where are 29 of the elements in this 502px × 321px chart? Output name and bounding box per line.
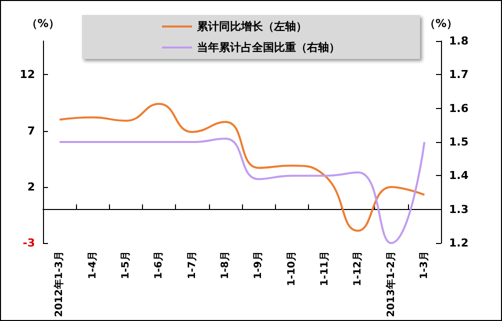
y2-tick-label: 1.6 xyxy=(449,102,469,115)
x-tick-label: 1-12月 xyxy=(352,251,364,286)
x-tick-label: 1-11月 xyxy=(319,251,330,286)
y2-tick-label: 1.5 xyxy=(449,136,468,149)
y-tick-label: 12 xyxy=(20,68,35,82)
line-series xyxy=(58,102,426,232)
line-series xyxy=(58,138,426,244)
y-tick-label: -3 xyxy=(22,236,35,250)
x-tick-label: 1-10月 xyxy=(286,251,298,286)
x-tick-label: 1-6月 xyxy=(154,251,165,280)
y2-tick-label: 1.4 xyxy=(449,169,469,182)
y2-axis-title: （%） xyxy=(424,17,458,30)
y2-tick-label: 1.2 xyxy=(449,236,468,250)
x-tick-label: 1-3月 xyxy=(418,251,430,280)
x-tick-label: 2013年1-2月 xyxy=(384,251,397,318)
y-tick-label: 2 xyxy=(27,180,35,194)
x-tick-label: 2012年1-3月 xyxy=(53,251,66,318)
y2-tick-label: 1.3 xyxy=(449,202,468,216)
y-tick-label: 7 xyxy=(27,124,35,138)
x-tick-label: 1-5月 xyxy=(120,251,132,280)
y-axis-title: （%） xyxy=(26,17,60,30)
x-tick-label: 1-8月 xyxy=(220,251,231,280)
x-tick-label: 1-4月 xyxy=(87,251,98,280)
legend-label: 累计同比增长（左轴） xyxy=(196,20,307,33)
y2-tick-label: 1.7 xyxy=(449,68,468,82)
legend-label: 当年累计占全国比重（右轴） xyxy=(197,41,340,54)
y2-tick-label: 1.8 xyxy=(449,34,468,48)
x-tick-label: 1-9月 xyxy=(253,251,264,280)
x-tick-label: 1-7月 xyxy=(186,251,198,280)
